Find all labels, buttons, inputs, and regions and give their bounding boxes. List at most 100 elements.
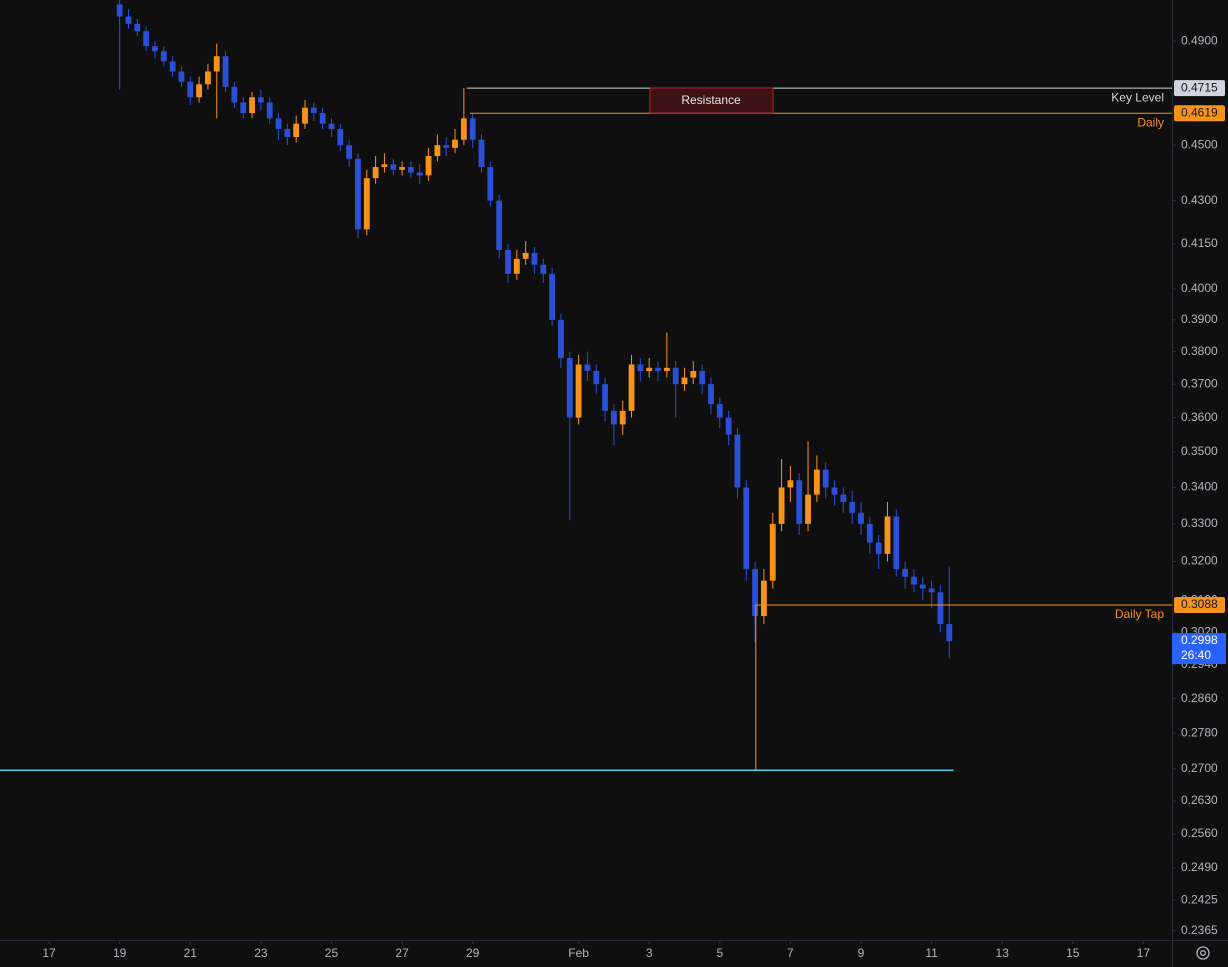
bar-countdown: 26:40	[1181, 648, 1211, 662]
y-tick-label: 0.4000	[1181, 281, 1218, 295]
x-tick-label: 21	[184, 946, 198, 960]
y-tick-label: 0.3900	[1181, 312, 1218, 326]
last-price-value: 0.2998	[1181, 633, 1218, 647]
candle-body	[443, 145, 450, 148]
level-label: Daily	[1137, 115, 1164, 129]
candle-body	[602, 384, 608, 411]
y-tick-label: 0.2860	[1181, 691, 1218, 705]
y-tick-label: 0.3400	[1181, 480, 1218, 494]
level-tag-value: 0.4715	[1181, 80, 1218, 94]
x-tick-label: 9	[858, 946, 865, 960]
candle-body	[266, 102, 273, 119]
candle-body	[663, 367, 670, 372]
candle-body	[390, 164, 397, 170]
y-tick-label: 0.2490	[1181, 860, 1218, 874]
candle-body	[637, 364, 644, 372]
candle-body	[813, 469, 820, 495]
candle-body	[540, 264, 547, 274]
candle-body	[496, 200, 503, 250]
x-tick-label: 23	[254, 946, 268, 960]
y-tick-label: 0.2780	[1181, 725, 1218, 739]
candle-body	[505, 249, 511, 274]
candle-body	[302, 107, 308, 124]
y-tick-label: 0.3800	[1181, 344, 1218, 358]
y-tick-label: 0.2365	[1181, 923, 1218, 937]
candle-body	[125, 16, 132, 24]
candle-body	[531, 252, 538, 265]
x-tick-label: 7	[787, 946, 794, 960]
x-tick-label: 25	[325, 946, 339, 960]
candle-body	[434, 145, 441, 157]
candle-body	[372, 167, 379, 179]
candle-body	[460, 118, 467, 140]
y-tick-label: 0.2560	[1181, 826, 1218, 840]
candle-body	[231, 86, 238, 103]
level-tag	[1174, 80, 1225, 97]
candle-body	[284, 128, 291, 138]
candle-body	[425, 156, 432, 176]
level-tag-value: 0.4619	[1181, 105, 1218, 119]
candle-body	[196, 84, 203, 98]
candle-body	[752, 569, 759, 617]
candle-body	[399, 167, 405, 170]
resistance-box[interactable]	[649, 87, 774, 114]
candle-body	[293, 123, 300, 138]
candle-body	[796, 480, 803, 524]
candle-body	[884, 516, 891, 554]
x-tick-label: 17	[42, 946, 56, 960]
x-tick-label: 27	[395, 946, 409, 960]
candle-body	[240, 102, 247, 114]
x-tick-label: 5	[716, 946, 723, 960]
candle-body	[593, 371, 600, 385]
candle-body	[778, 487, 785, 524]
level-label: Key Level	[1111, 90, 1164, 104]
candle-body	[178, 71, 185, 82]
y-tick-label: 0.2700	[1181, 761, 1218, 775]
y-tick-label: 0.2630	[1181, 793, 1218, 807]
candle-body	[513, 258, 520, 274]
candle-body	[769, 523, 776, 581]
candle-body	[628, 364, 635, 411]
settings-icon[interactable]	[1196, 946, 1210, 960]
candle-body	[858, 512, 864, 524]
candle-body	[275, 118, 282, 129]
candle-body	[805, 494, 811, 524]
candle-body	[522, 252, 529, 259]
candle-body	[222, 56, 229, 87]
candle-body	[743, 487, 750, 570]
candle-body	[787, 480, 794, 488]
candle-body	[143, 31, 150, 47]
candle-body	[575, 364, 582, 418]
candle-body	[655, 367, 661, 372]
candle-body	[610, 410, 617, 425]
level-tag	[1174, 105, 1225, 122]
candle-body	[346, 145, 353, 159]
candle-body	[716, 404, 723, 418]
candle-body	[902, 569, 909, 577]
candle-body	[690, 371, 697, 378]
candle-body	[213, 56, 220, 72]
candle-body	[734, 434, 741, 488]
candle-body	[205, 71, 211, 85]
candle-body	[672, 367, 679, 385]
candle-body	[831, 487, 838, 495]
candle-body	[866, 523, 873, 543]
candle-body	[257, 97, 264, 103]
candle-body	[416, 172, 423, 176]
x-tick-label: Feb	[568, 946, 589, 960]
candle-body	[478, 139, 485, 168]
y-tick-label: 0.4900	[1181, 33, 1218, 47]
candle-body	[937, 592, 944, 625]
candle-body	[363, 178, 370, 230]
y-tick-label: 0.3700	[1181, 376, 1218, 390]
candle-body	[549, 273, 556, 320]
candle-body	[407, 167, 414, 173]
candle-body	[328, 123, 335, 129]
resistance-label: Resistance	[681, 93, 741, 107]
y-tick-label: 0.3200	[1181, 554, 1218, 568]
candle-body	[875, 542, 882, 554]
y-tick-label: 0.3300	[1181, 516, 1218, 530]
candle-body	[558, 319, 564, 359]
